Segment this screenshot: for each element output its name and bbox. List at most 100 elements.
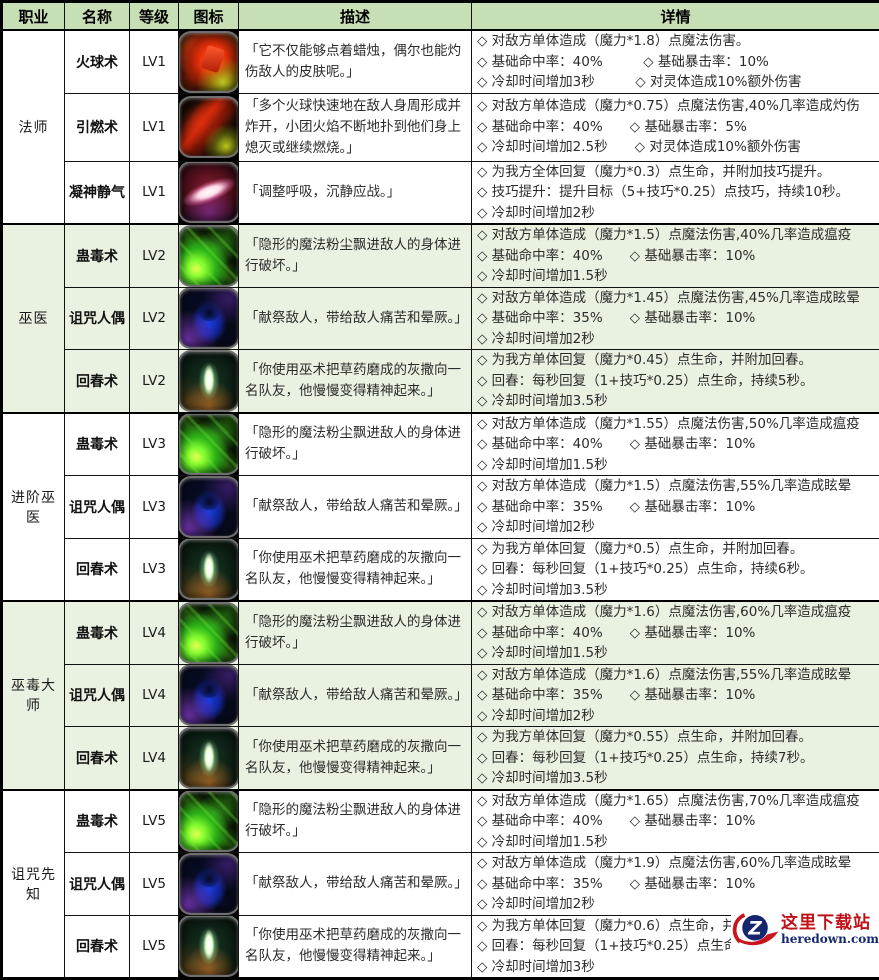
skill-level: LV1: [130, 93, 179, 161]
skill-level: LV3: [130, 538, 179, 601]
curse-doll-skull-icon: [180, 666, 238, 724]
site-watermark[interactable]: Z 这里下载站 heredown.com: [731, 901, 879, 959]
skill-icon-cell: [179, 30, 239, 93]
header-description: 描述: [239, 2, 472, 31]
poison-comet-icon: [180, 227, 238, 285]
curse-doll-skull-icon: [180, 289, 238, 347]
skill-level: LV1: [130, 161, 179, 224]
skill-description: 「你使用巫术把草药磨成的灰撒向一名队友，他慢慢变得精神起来。」: [239, 350, 472, 413]
detail-line: ◇ 冷却时间增加3.5秒: [477, 391, 877, 412]
rejuvenation-glow-icon: [180, 917, 238, 975]
detail-line: ◇ 基础命中率：35% ◇ 基础暴击率：10%: [477, 874, 877, 895]
skill-name: 回春术: [65, 350, 130, 413]
table-header-row: 职业 名称 等级 图标 描述 详情: [2, 2, 879, 31]
skill-name: 回春术: [65, 727, 130, 790]
table-row: 凝神静气 LV1 「调整呼吸，沉静应战。」 ◇ 为我方全体回复（魔力*0.3）点…: [2, 161, 879, 224]
profession-cell-curse-prophet: 诅咒先知: [2, 790, 65, 979]
svg-text:Z: Z: [747, 919, 762, 940]
skill-icon-cell: [179, 915, 239, 979]
table-row: 回春术 LV4 「你使用巫术把草药磨成的灰撒向一名队友，他慢慢变得精神起来。」 …: [2, 727, 879, 790]
skill-description: 「你使用巫术把草药磨成的灰撒向一名队友，他慢慢变得精神起来。」: [239, 915, 472, 979]
skill-description: 「多个火球快速地在敌人身周形成并炸开，小团火焰不断地扑到他们身上熄灭或继续燃烧。…: [239, 93, 472, 161]
header-name: 名称: [65, 2, 130, 31]
fireball-icon: [180, 33, 238, 91]
table-row: 诅咒先知 蛊毒术 LV5 「隐形的魔法粉尘飘进敌人的身体进行破坏。」 ◇ 对敌方…: [2, 790, 879, 853]
skill-name: 诅咒人偶: [65, 853, 130, 916]
skill-icon-cell: [179, 664, 239, 727]
skill-description: 「隐形的魔法粉尘飘进敌人的身体进行破坏。」: [239, 790, 472, 853]
skill-level: LV2: [130, 224, 179, 287]
skill-description: 「隐形的魔法粉尘飘进敌人的身体进行破坏。」: [239, 413, 472, 476]
skill-name: 火球术: [65, 30, 130, 93]
detail-line: ◇ 冷却时间增加1.5秒: [477, 266, 877, 287]
detail-line: ◇ 为我方全体回复（魔力*0.3）点生命，并附加技巧提升。: [477, 162, 877, 183]
profession-cell-witch-doctor: 巫医: [2, 224, 65, 413]
poison-comet-icon: [180, 415, 238, 473]
skill-icon-cell: [179, 350, 239, 413]
detail-line: ◇ 为我方单体回复（魔力*0.45）点生命，并附加回春。: [477, 350, 877, 371]
detail-line: ◇ 冷却时间增加2秒: [477, 706, 877, 727]
ignite-flames-icon: [180, 98, 238, 156]
detail-line: ◇ 冷却时间增加1.5秒: [477, 832, 877, 853]
skill-description: 「调整呼吸，沉静应战。」: [239, 161, 472, 224]
skill-icon-cell: [179, 853, 239, 916]
detail-line: ◇ 对敌方单体造成（魔力*1.65）点魔法伤害,70%几率造成瘟疫: [477, 791, 877, 812]
curse-doll-skull-icon: [180, 478, 238, 536]
table-row: 法师 火球术 LV1 「它不仅能够点着蜡烛，偶尔也能灼伤敌人的皮肤呢。」 ◇ 对…: [2, 30, 879, 93]
skill-icon-cell: [179, 601, 239, 664]
skill-name: 诅咒人偶: [65, 664, 130, 727]
detail-line: ◇ 回春：每秒回复（1+技巧*0.25）点生命，持续6秒。: [477, 559, 877, 580]
skill-details: ◇ 对敌方单体造成（魔力*1.5）点魔法伤害,55%几率造成眩晕 ◇ 基础命中率…: [472, 476, 879, 539]
detail-line: ◇ 冷却时间增加2秒: [477, 517, 877, 538]
detail-line: ◇ 对敌方单体造成（魔力*1.6）点魔法伤害,55%几率造成眩晕: [477, 665, 877, 686]
detail-line: ◇ 对敌方单体造成（魔力*1.5）点魔法伤害,40%几率造成瘟疫: [477, 225, 877, 246]
skill-name: 引燃术: [65, 93, 130, 161]
watermark-site-url[interactable]: heredown.com: [781, 933, 879, 946]
skill-level: LV3: [130, 476, 179, 539]
detail-line: ◇ 冷却时间增加2.5秒 ◇ 对灵体造成10%额外伤害: [477, 137, 877, 158]
skill-level: LV2: [130, 350, 179, 413]
skill-details: ◇ 为我方单体回复（魔力*0.45）点生命，并附加回春。 ◇ 回春：每秒回复（1…: [472, 350, 879, 413]
detail-line: ◇ 基础命中率：40% ◇ 基础暴击率：10%: [477, 52, 877, 73]
skill-name: 蛊毒术: [65, 601, 130, 664]
skill-description: 「你使用巫术把草药磨成的灰撒向一名队友，他慢慢变得精神起来。」: [239, 538, 472, 601]
skill-icon-cell: [179, 790, 239, 853]
profession-cell-voodoo-master: 巫毒大师: [2, 601, 65, 790]
detail-line: ◇ 回春：每秒回复（1+技巧*0.25）点生命，持续5秒。: [477, 371, 877, 392]
skill-description: 「献祭敌人，带给敌人痛苦和晕厥。」: [239, 664, 472, 727]
focus-lens-flare-icon: [180, 163, 238, 221]
table-row: 巫毒大师 蛊毒术 LV4 「隐形的魔法粉尘飘进敌人的身体进行破坏。」 ◇ 对敌方…: [2, 601, 879, 664]
table-row: 诅咒人偶 LV4 「献祭敌人，带给敌人痛苦和晕厥。」 ◇ 对敌方单体造成（魔力*…: [2, 664, 879, 727]
table-row: 巫医 蛊毒术 LV2 「隐形的魔法粉尘飘进敌人的身体进行破坏。」 ◇ 对敌方单体…: [2, 224, 879, 287]
detail-line: ◇ 对敌方单体造成（魔力*1.8）点魔法伤害。: [477, 31, 877, 52]
skill-description: 「献祭敌人，带给敌人痛苦和晕厥。」: [239, 476, 472, 539]
detail-line: ◇ 冷却时间增加1.5秒: [477, 455, 877, 476]
detail-line: ◇ 为我方单体回复（魔力*0.5）点生命，并附加回春。: [477, 539, 877, 560]
skill-name: 回春术: [65, 915, 130, 979]
detail-line: ◇ 冷却时间增加3秒 ◇ 对灵体造成10%额外伤害: [477, 72, 877, 93]
detail-line: ◇ 冷却时间增加2秒: [477, 329, 877, 350]
skill-details: ◇ 对敌方单体造成（魔力*1.6）点魔法伤害,55%几率造成眩晕 ◇ 基础命中率…: [472, 664, 879, 727]
table-row: 进阶巫医 蛊毒术 LV3 「隐形的魔法粉尘飘进敌人的身体进行破坏。」 ◇ 对敌方…: [2, 413, 879, 476]
detail-line: ◇ 回春：每秒回复（1+技巧*0.25）点生命，持续7秒。: [477, 748, 877, 769]
skill-level: LV4: [130, 601, 179, 664]
detail-line: ◇ 基础命中率：35% ◇ 基础暴击率：10%: [477, 308, 877, 329]
table-row: 引燃术 LV1 「多个火球快速地在敌人身周形成并炸开，小团火焰不断地扑到他们身上…: [2, 93, 879, 161]
poison-comet-icon: [180, 792, 238, 850]
skill-description: 「献祭敌人，带给敌人痛苦和晕厥。」: [239, 287, 472, 350]
detail-line: ◇ 对敌方单体造成（魔力*1.45）点魔法伤害,45%几率造成眩晕: [477, 288, 877, 309]
skill-name: 回春术: [65, 538, 130, 601]
skill-icon-cell: [179, 727, 239, 790]
skill-icon-cell: [179, 538, 239, 601]
skill-details: ◇ 对敌方单体造成（魔力*1.65）点魔法伤害,70%几率造成瘟疫 ◇ 基础命中…: [472, 790, 879, 853]
detail-line: ◇ 冷却时间增加3秒: [477, 957, 877, 978]
header-details: 详情: [472, 2, 879, 31]
skill-name: 蛊毒术: [65, 790, 130, 853]
header-profession: 职业: [2, 2, 65, 31]
skill-details: ◇ 对敌方单体造成（魔力*1.8）点魔法伤害。 ◇ 基础命中率：40% ◇ 基础…: [472, 30, 879, 93]
table-row: 诅咒人偶 LV3 「献祭敌人，带给敌人痛苦和晕厥。」 ◇ 对敌方单体造成（魔力*…: [2, 476, 879, 539]
rejuvenation-glow-icon: [180, 352, 238, 410]
detail-line: ◇ 对敌方单体造成（魔力*1.6）点魔法伤害,60%几率造成瘟疫: [477, 602, 877, 623]
skill-level: LV5: [130, 790, 179, 853]
